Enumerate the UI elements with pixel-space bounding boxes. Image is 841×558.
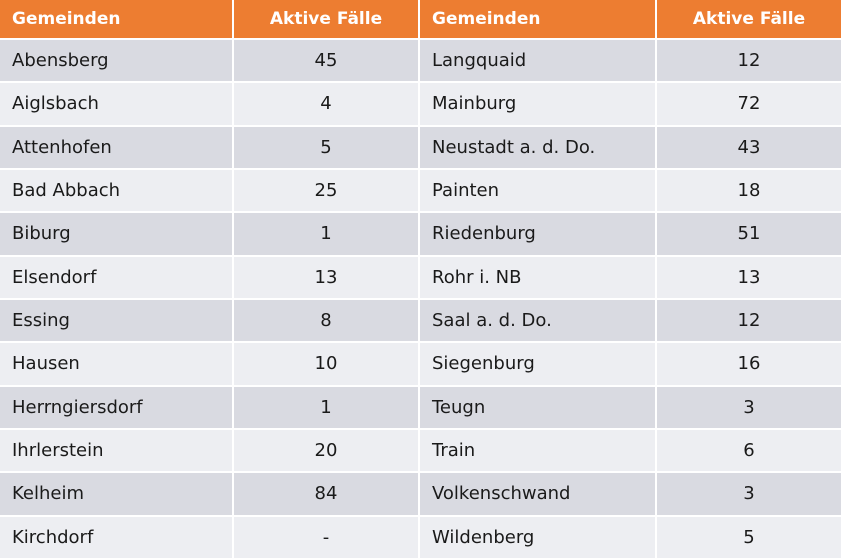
case-count: 3 — [657, 473, 841, 515]
case-count: 8 — [234, 299, 418, 342]
case-count: 72 — [657, 83, 841, 125]
case-count: 6 — [657, 429, 841, 472]
municipality: Langquaid — [420, 40, 655, 82]
header-cell: Gemeinden — [420, 0, 655, 38]
municipality: Riedenburg — [420, 213, 655, 255]
case-count: 13 — [657, 256, 841, 298]
municipality: Volkenschwand — [420, 473, 655, 515]
case-count: 4 — [234, 83, 418, 125]
header-cell: Aktive Fälle — [657, 0, 841, 38]
municipality: Hausen — [0, 343, 232, 385]
municipality: Saal a. d. Do. — [420, 299, 655, 342]
municipality: Herrngiersdorf — [0, 386, 232, 428]
municipality: Ihrlerstein — [0, 429, 232, 472]
municipality: Neustadt a. d. Do. — [420, 126, 655, 168]
municipality: Bad Abbach — [0, 169, 232, 212]
municipality: Biburg — [0, 213, 232, 255]
municipality: Rohr i. NB — [420, 256, 655, 298]
municipality: Kirchdorf — [0, 516, 232, 558]
case-count: 18 — [657, 169, 841, 212]
case-count: - — [234, 516, 418, 558]
municipality: Siegenburg — [420, 343, 655, 385]
municipality: Train — [420, 429, 655, 472]
header-cell: Gemeinden — [0, 0, 232, 38]
case-count: 10 — [234, 343, 418, 385]
case-count: 3 — [657, 386, 841, 428]
municipality: Aiglsbach — [0, 83, 232, 125]
municipality: Kelheim — [0, 473, 232, 515]
case-count: 12 — [657, 299, 841, 342]
case-count: 12 — [657, 40, 841, 82]
municipality: Wildenberg — [420, 516, 655, 558]
case-count: 25 — [234, 169, 418, 212]
municipality: Mainburg — [420, 83, 655, 125]
case-count: 16 — [657, 343, 841, 385]
municipality: Elsendorf — [0, 256, 232, 298]
case-count: 43 — [657, 126, 841, 168]
case-count: 1 — [234, 213, 418, 255]
header-cell: Aktive Fälle — [234, 0, 418, 38]
municipality: Abensberg — [0, 40, 232, 82]
case-count: 1 — [234, 386, 418, 428]
case-count: 5 — [657, 516, 841, 558]
case-count: 13 — [234, 256, 418, 298]
municipality: Painten — [420, 169, 655, 212]
municipality: Attenhofen — [0, 126, 232, 168]
municipality: Essing — [0, 299, 232, 342]
case-count: 84 — [234, 473, 418, 515]
municipality: Teugn — [420, 386, 655, 428]
case-count: 20 — [234, 429, 418, 472]
case-count: 5 — [234, 126, 418, 168]
case-count: 45 — [234, 40, 418, 82]
case-count: 51 — [657, 213, 841, 255]
